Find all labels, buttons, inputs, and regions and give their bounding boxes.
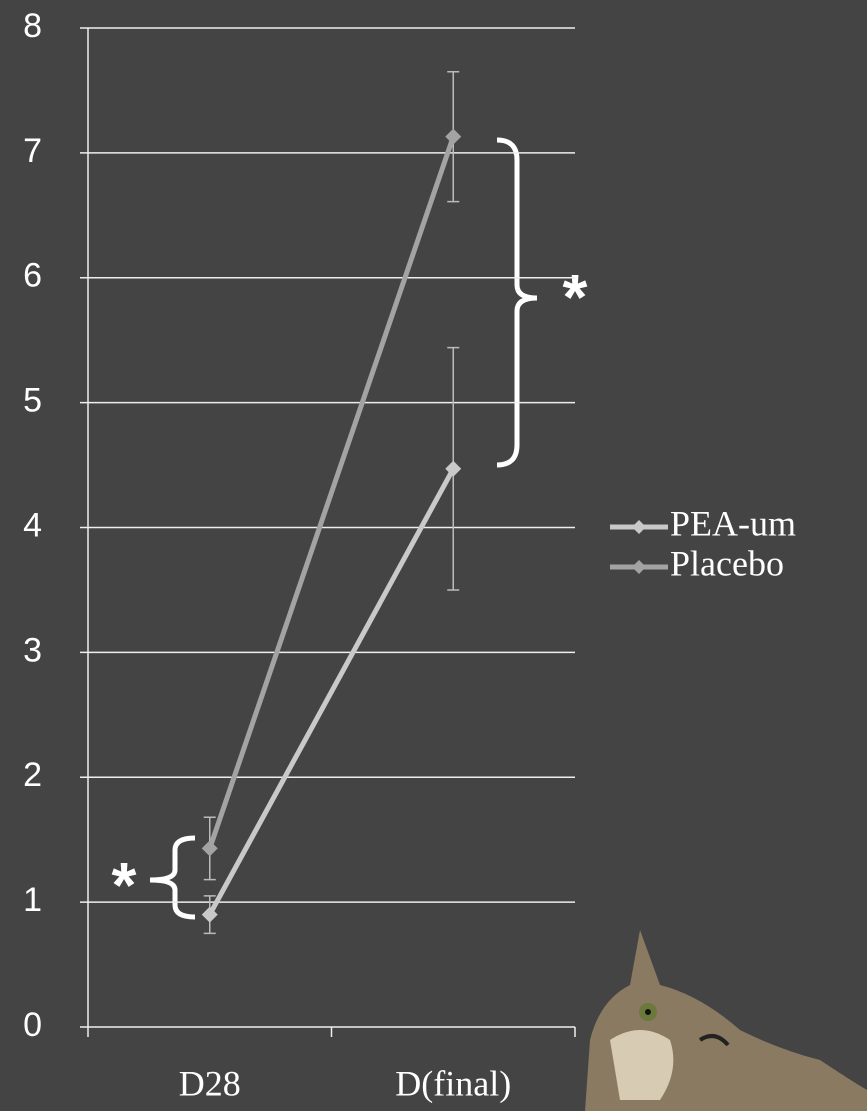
series-line [207,135,456,850]
y-tick-label: 0 [23,1006,42,1044]
legend-marker [632,520,646,534]
y-tick-label: 1 [23,881,42,919]
point [445,128,462,145]
y-tick-label: 6 [23,257,42,295]
bracket [496,137,538,468]
cat-image [585,930,867,1111]
annotation: * [112,849,137,921]
legend-label: PEA-um [670,503,796,543]
point [201,906,218,923]
y-tick-label: 2 [23,756,42,794]
legend-label: Placebo [670,543,784,583]
y-tick-label: 3 [23,631,42,669]
point [445,460,462,477]
annotation: * [563,261,588,333]
y-tick-label: 8 [23,7,42,45]
bracket [149,835,196,920]
y-tick-label: 5 [23,382,42,420]
x-tick-label: D28 [179,1063,241,1103]
legend-marker [632,560,646,574]
series-line [207,467,456,916]
point [201,840,218,857]
y-tick-label: 4 [23,506,42,544]
y-tick-label: 7 [23,132,42,170]
x-tick-label: D(final) [395,1063,511,1103]
